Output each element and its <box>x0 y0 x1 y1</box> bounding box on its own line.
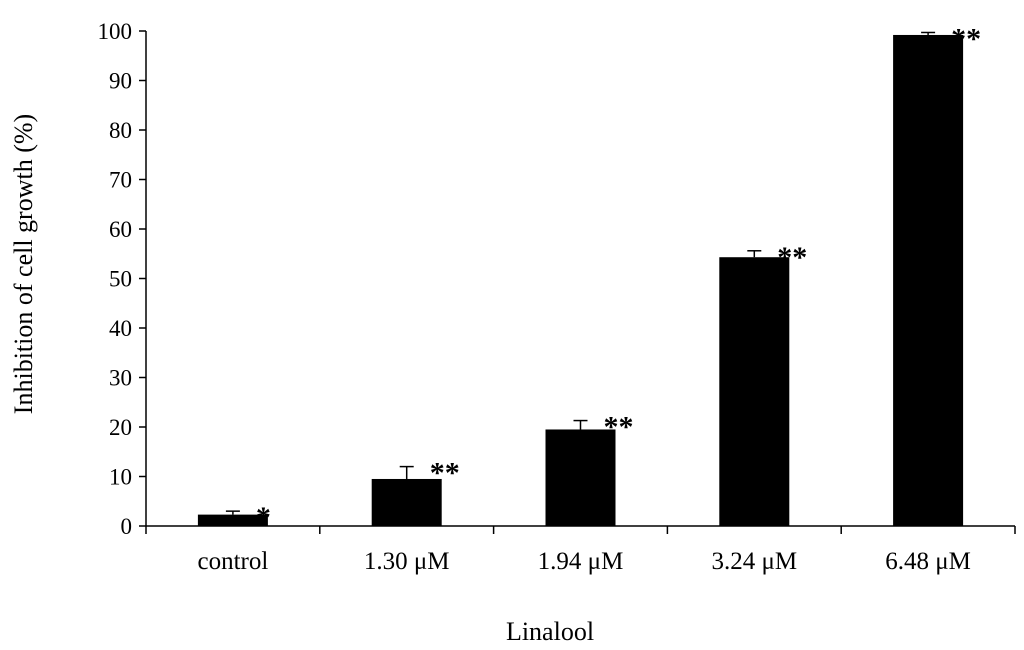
bar <box>371 478 442 526</box>
bar <box>545 429 616 526</box>
significance-label: ** <box>430 457 460 490</box>
y-tick-label: 10 <box>109 465 132 490</box>
y-tick-label: 80 <box>109 118 132 143</box>
y-tick-label: 30 <box>109 366 132 391</box>
bar <box>893 34 964 527</box>
category-label: control <box>197 548 268 575</box>
significance-label: ** <box>777 241 807 274</box>
category-label: 3.24 μM <box>711 548 797 575</box>
significance-label: ** <box>951 22 981 55</box>
bar <box>719 257 790 526</box>
y-tick-label: 20 <box>109 415 132 440</box>
y-tick-label: 40 <box>109 316 132 341</box>
category-label: 6.48 μM <box>885 548 971 575</box>
x-axis: control 1.30 μM 1.94 μM 3.24 μM 6.48 μM <box>145 525 1016 575</box>
y-tick-label: 100 <box>98 19 133 44</box>
y-axis-title: Inhibition of cell growth (%) <box>9 114 38 414</box>
y-tick-label: 50 <box>109 267 132 292</box>
y-tick-label: 70 <box>109 168 132 193</box>
bar <box>197 514 268 526</box>
y-tick-label: 0 <box>121 514 133 539</box>
y-axis: 0 10 20 30 40 50 60 70 80 90 100 <box>98 19 147 539</box>
category-label: 1.94 μM <box>538 548 624 575</box>
significance-label: ** <box>604 411 634 444</box>
bars: ********* <box>197 22 981 534</box>
x-axis-title: Linalool <box>506 617 594 646</box>
category-label: 1.30 μM <box>364 548 450 575</box>
y-tick-label: 90 <box>109 69 132 94</box>
significance-label: * <box>256 501 271 534</box>
y-tick-label: 60 <box>109 217 132 242</box>
